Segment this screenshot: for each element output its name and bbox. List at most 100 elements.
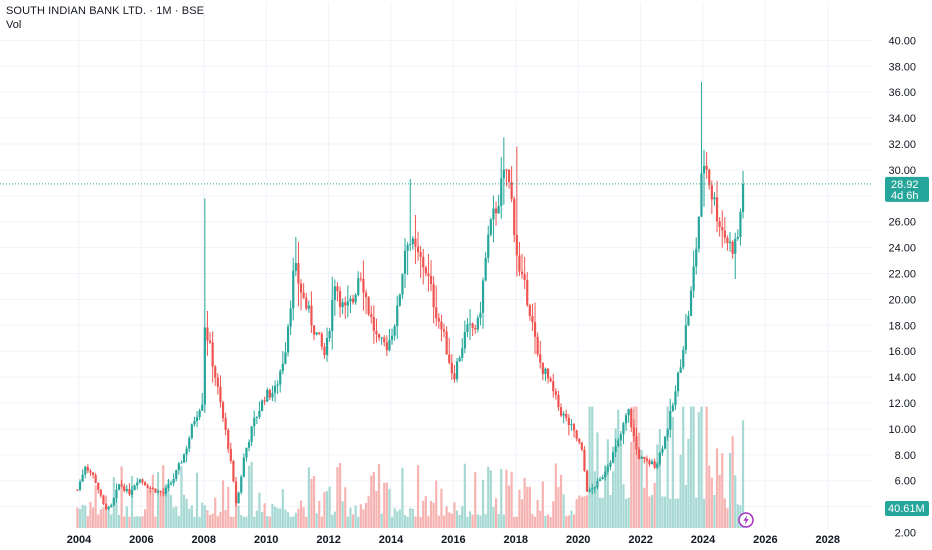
volume-bar bbox=[721, 453, 724, 528]
candle-body bbox=[591, 488, 594, 490]
volume-bar bbox=[429, 500, 433, 528]
volume-bar bbox=[289, 516, 292, 528]
candle-body bbox=[227, 429, 230, 449]
volume-bar bbox=[333, 511, 336, 528]
volume-bar bbox=[359, 504, 362, 528]
volume-bar bbox=[370, 475, 373, 528]
volume-bar bbox=[513, 516, 516, 528]
candle-body bbox=[442, 329, 446, 332]
candle-body bbox=[523, 274, 526, 281]
volume-bar bbox=[461, 506, 464, 528]
volume-bar bbox=[372, 472, 375, 528]
volume-bar bbox=[318, 500, 321, 528]
candle-body bbox=[211, 342, 214, 367]
candle-body bbox=[396, 305, 399, 327]
candle-body bbox=[78, 481, 82, 490]
candle-body bbox=[372, 316, 375, 331]
candle-body bbox=[708, 169, 711, 186]
volume-badge bbox=[885, 501, 929, 516]
candle-body bbox=[268, 389, 271, 398]
x-tick-label: 2008 bbox=[192, 534, 216, 546]
candle-body bbox=[107, 506, 110, 509]
volume-bar bbox=[357, 516, 360, 528]
candle-body bbox=[674, 391, 677, 406]
volume-bar bbox=[315, 513, 318, 528]
candle-body bbox=[715, 197, 719, 222]
candle-body bbox=[583, 449, 586, 471]
volume-bar bbox=[279, 508, 282, 528]
volume-bar bbox=[328, 486, 331, 528]
volume-bar bbox=[492, 506, 495, 528]
volume-bar bbox=[523, 477, 526, 528]
candle-body bbox=[221, 402, 225, 419]
candle-body bbox=[383, 337, 386, 343]
volume-bar bbox=[310, 478, 313, 528]
candle-body bbox=[424, 267, 427, 274]
candle-body bbox=[253, 417, 256, 427]
volume-bar bbox=[539, 510, 542, 528]
candle-body bbox=[104, 504, 108, 509]
volume-bar bbox=[531, 513, 534, 528]
x-tick-label: 2012 bbox=[316, 534, 340, 546]
volume-bar bbox=[541, 481, 544, 528]
volume-bar bbox=[266, 516, 269, 528]
volume-bar bbox=[250, 461, 253, 528]
candle-body bbox=[679, 367, 682, 373]
volume-bar bbox=[305, 516, 308, 528]
candle-body bbox=[692, 266, 695, 291]
y-tick-label: 26.00 bbox=[888, 217, 916, 229]
volume-bar bbox=[245, 516, 248, 528]
candle-body bbox=[723, 230, 726, 238]
volume-bar bbox=[505, 469, 508, 528]
candle-body bbox=[123, 486, 126, 491]
candle-body bbox=[331, 300, 334, 332]
volume-bar bbox=[396, 511, 399, 528]
candle-body bbox=[377, 334, 381, 338]
volume-bar bbox=[702, 498, 706, 528]
candle-body bbox=[409, 243, 412, 245]
volume-bar bbox=[364, 503, 368, 528]
volume-bar bbox=[474, 472, 477, 528]
candle-body bbox=[700, 173, 703, 217]
volume-bar bbox=[232, 516, 235, 528]
volume-bar bbox=[383, 482, 386, 528]
candle-body bbox=[463, 332, 466, 349]
candle-body bbox=[637, 449, 641, 459]
volume-bar bbox=[578, 495, 581, 528]
volume-bar bbox=[323, 491, 326, 528]
candle-body bbox=[273, 385, 277, 393]
volume-bar bbox=[123, 516, 126, 528]
volume-bar bbox=[617, 409, 620, 528]
candle-body bbox=[312, 325, 316, 335]
candle-body bbox=[149, 487, 152, 489]
candle-body bbox=[281, 363, 284, 372]
volume-bar bbox=[403, 514, 407, 528]
volume-bar bbox=[175, 506, 178, 528]
candle-body bbox=[390, 335, 394, 340]
x-tick-label: 2004 bbox=[67, 534, 92, 546]
candle-body bbox=[86, 466, 89, 471]
candle-body bbox=[741, 183, 745, 212]
volume-bar bbox=[393, 508, 396, 528]
volume-bar bbox=[653, 482, 656, 528]
candle-body bbox=[203, 327, 206, 405]
candle-body bbox=[297, 263, 300, 284]
candle-body bbox=[91, 472, 95, 475]
volume-bar bbox=[281, 489, 284, 528]
candle-body bbox=[468, 323, 472, 325]
volume-bar bbox=[294, 512, 297, 528]
volume-bar bbox=[416, 465, 420, 528]
volume-bar bbox=[674, 498, 677, 528]
candle-body bbox=[403, 250, 407, 274]
volume-bar bbox=[411, 508, 414, 528]
candle-body bbox=[159, 491, 162, 493]
candle-body bbox=[580, 442, 583, 450]
volume-bar bbox=[450, 513, 453, 528]
volume-bar bbox=[734, 475, 737, 528]
volume-bar bbox=[346, 516, 349, 528]
volume-bar bbox=[679, 454, 682, 528]
candle-body bbox=[258, 410, 261, 417]
volume-bar bbox=[224, 510, 227, 528]
candle-body bbox=[164, 488, 167, 494]
